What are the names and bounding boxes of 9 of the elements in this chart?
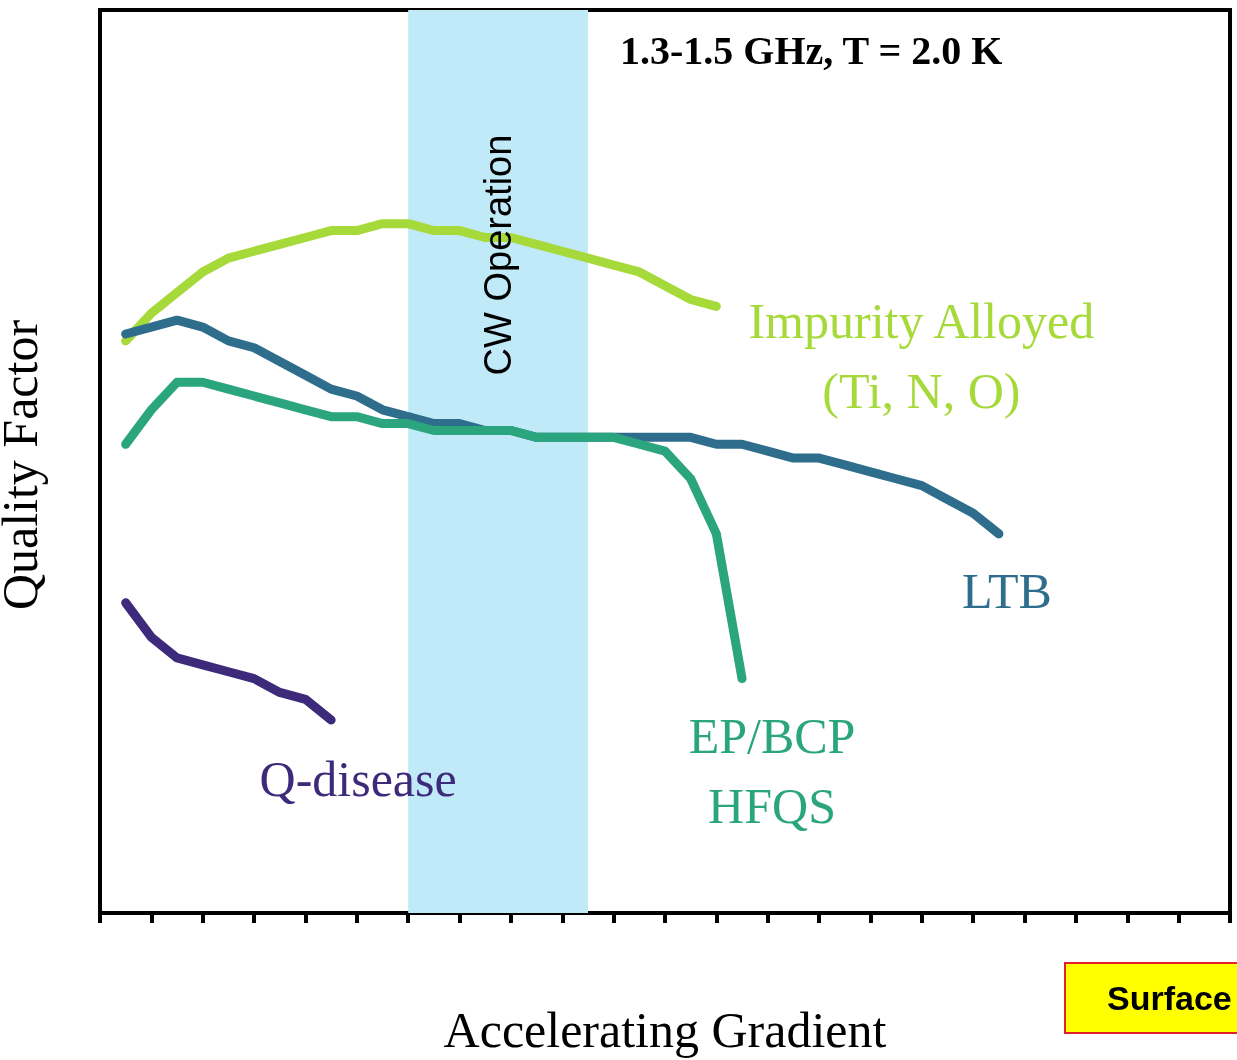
annotation: CW Operation [477, 134, 520, 376]
series-label: Q-disease [259, 750, 457, 807]
y-axis-title: Quality Factor [0, 319, 48, 611]
series-label: EP/BCP HFQS [688, 707, 856, 834]
series-label: LTB [961, 562, 1052, 619]
chart-title: 1.3-1.5 GHz, T = 2.0 K [620, 27, 1003, 73]
series-label: Impurity Alloyed (Ti, N, O) [748, 293, 1095, 420]
x-axis-title: Accelerating Gradient [443, 1002, 887, 1058]
text: Surface [1107, 979, 1232, 1017]
